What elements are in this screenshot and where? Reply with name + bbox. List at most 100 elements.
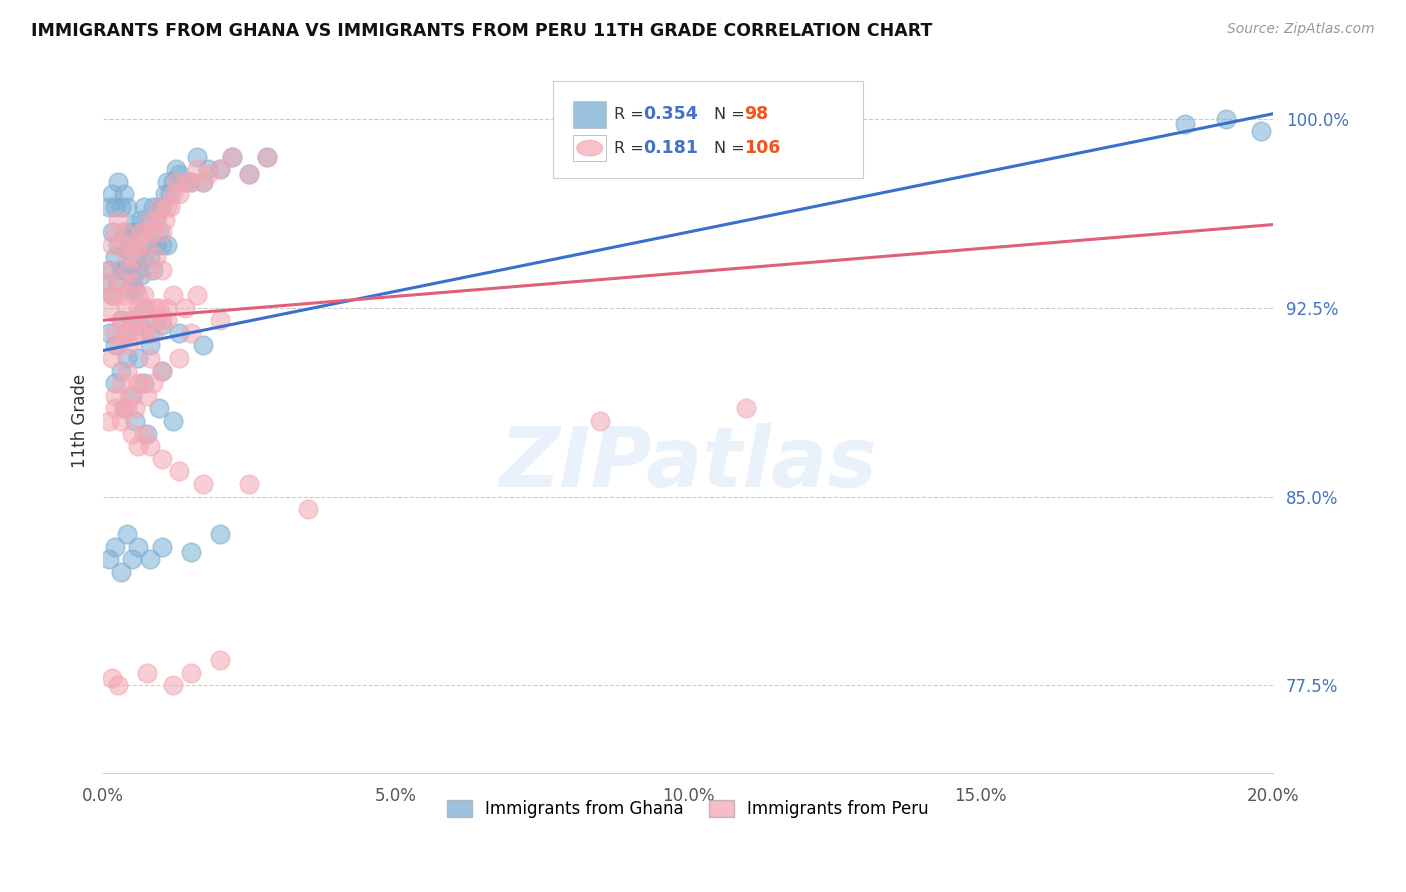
Point — [115, 301, 138, 315]
Point — [209, 162, 232, 177]
Point — [110, 565, 132, 579]
Point — [104, 338, 127, 352]
Point — [124, 414, 146, 428]
Point — [118, 233, 141, 247]
Point — [136, 237, 159, 252]
Point — [121, 313, 143, 327]
Point — [1250, 124, 1272, 138]
Point — [101, 671, 124, 685]
Point — [139, 212, 162, 227]
Point — [180, 545, 202, 559]
Point — [98, 552, 121, 566]
Point — [110, 376, 132, 391]
Point — [150, 237, 173, 252]
Point — [98, 200, 121, 214]
Point — [150, 263, 173, 277]
Point — [112, 225, 135, 239]
Point — [110, 200, 132, 214]
Point — [145, 212, 167, 227]
Point — [98, 263, 121, 277]
Point — [118, 389, 141, 403]
Point — [104, 225, 127, 239]
Y-axis label: 11th Grade: 11th Grade — [72, 374, 89, 468]
Point — [148, 225, 170, 239]
Point — [167, 351, 190, 365]
Point — [150, 540, 173, 554]
Text: Source: ZipAtlas.com: Source: ZipAtlas.com — [1227, 22, 1375, 37]
Point — [115, 527, 138, 541]
Point — [139, 338, 162, 352]
Point — [121, 313, 143, 327]
Point — [129, 225, 152, 239]
Point — [127, 376, 149, 391]
Point — [221, 150, 243, 164]
Text: 106: 106 — [744, 139, 780, 157]
Point — [118, 283, 141, 297]
Point — [180, 175, 202, 189]
Point — [115, 401, 138, 416]
Point — [101, 187, 124, 202]
Point — [115, 200, 138, 214]
Point — [162, 175, 184, 189]
Point — [150, 200, 173, 214]
Point — [127, 439, 149, 453]
Circle shape — [576, 140, 603, 156]
Point — [110, 313, 132, 327]
Point — [98, 301, 121, 315]
Point — [191, 175, 214, 189]
Point — [139, 250, 162, 264]
Point — [153, 212, 176, 227]
Point — [101, 288, 124, 302]
Point — [139, 351, 162, 365]
Point — [129, 212, 152, 227]
Point — [148, 401, 170, 416]
Point — [110, 263, 132, 277]
Point — [104, 376, 127, 391]
Point — [256, 150, 278, 164]
Point — [121, 389, 143, 403]
Point — [156, 313, 179, 327]
Text: 0.354: 0.354 — [644, 105, 699, 123]
Point — [145, 212, 167, 227]
Point — [132, 376, 155, 391]
Point — [136, 426, 159, 441]
Point — [589, 414, 612, 428]
Point — [167, 187, 190, 202]
Point — [132, 250, 155, 264]
Point — [150, 313, 173, 327]
Point — [297, 502, 319, 516]
Point — [115, 250, 138, 264]
Point — [142, 376, 165, 391]
Point — [124, 401, 146, 416]
Point — [142, 200, 165, 214]
Point — [148, 200, 170, 214]
Point — [162, 414, 184, 428]
Point — [191, 477, 214, 491]
Point — [124, 313, 146, 327]
Point — [98, 263, 121, 277]
Point — [101, 225, 124, 239]
Point — [104, 200, 127, 214]
Point — [180, 665, 202, 680]
Point — [256, 150, 278, 164]
Point — [127, 225, 149, 239]
Point — [150, 225, 173, 239]
Point — [124, 283, 146, 297]
Point — [156, 237, 179, 252]
Point — [112, 187, 135, 202]
Point — [124, 250, 146, 264]
Point — [115, 363, 138, 377]
Point — [118, 338, 141, 352]
Point — [191, 338, 214, 352]
Point — [148, 200, 170, 214]
Point — [104, 288, 127, 302]
Point — [118, 263, 141, 277]
Point — [139, 212, 162, 227]
Point — [162, 187, 184, 202]
Point — [124, 218, 146, 232]
Point — [238, 477, 260, 491]
Point — [110, 237, 132, 252]
Point — [112, 401, 135, 416]
Point — [180, 326, 202, 340]
Text: 0.181: 0.181 — [644, 139, 699, 157]
